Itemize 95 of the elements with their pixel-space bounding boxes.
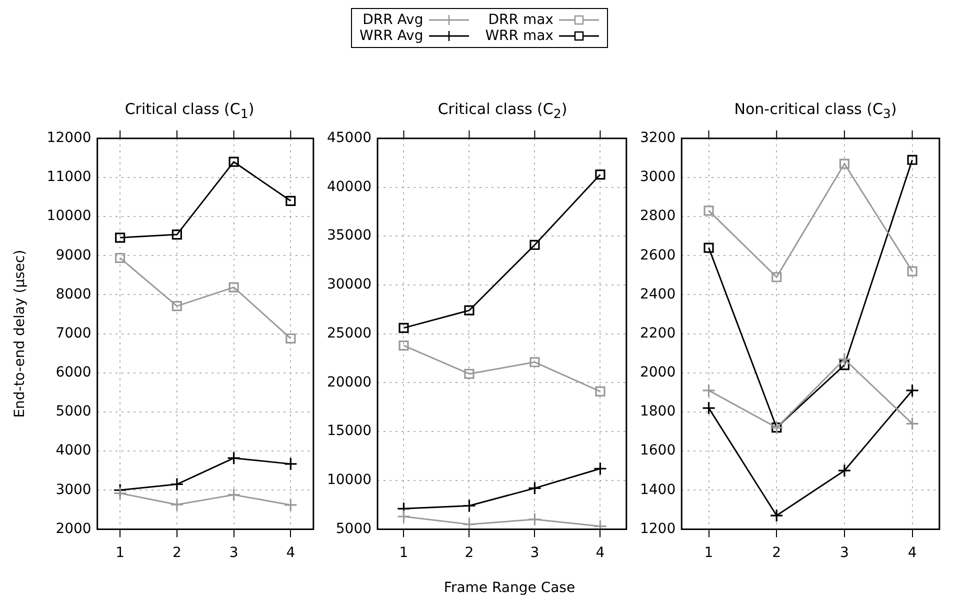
legend-label: DRR Avg (362, 12, 424, 28)
point (113, 486, 127, 500)
point (702, 384, 716, 398)
point (228, 282, 239, 292)
y-tick-label: 8000 (56, 286, 92, 302)
x-tick-label: 1 (116, 545, 125, 562)
y-tick-label: 35000 (326, 228, 372, 244)
point (284, 498, 298, 512)
y-tick-label: 25000 (326, 325, 372, 342)
y-tick-label: 1800 (640, 404, 676, 420)
point (462, 498, 476, 513)
x-tick-label: 4 (596, 545, 605, 562)
point (172, 301, 182, 312)
y-tick-label: 2400 (640, 286, 676, 302)
y-tick-label: 3000 (640, 169, 676, 186)
y-tick-label: 5000 (56, 404, 92, 420)
x-tick-label: 3 (530, 545, 540, 562)
point (464, 368, 474, 379)
point (115, 252, 126, 264)
point (528, 512, 542, 526)
point (905, 416, 920, 430)
chart-title: Critical class (C$_{2}$) (436, 100, 568, 123)
point (839, 360, 850, 370)
y-tick-label: 6000 (56, 364, 92, 381)
point (115, 232, 126, 243)
point (172, 229, 182, 240)
y-tick-label: 2000 (56, 520, 92, 537)
legend-label: WRR max (485, 28, 554, 44)
point (907, 266, 918, 276)
y-tick-label: 10000 (46, 208, 92, 224)
point (530, 240, 540, 250)
point (530, 357, 540, 368)
y-tick-label: 5000 (336, 520, 372, 537)
chart-title: Non-critical class (C$_{3}$) (733, 100, 897, 123)
point (838, 352, 852, 366)
y-tick-label: 1200 (640, 520, 676, 537)
y-tick-label: 30000 (326, 276, 372, 293)
y-tick-label: 4000 (56, 442, 92, 459)
y-tick-label: 12000 (46, 130, 92, 146)
x-axis-title: Frame Range Case (442, 580, 576, 596)
point (528, 481, 542, 495)
point (907, 154, 918, 165)
point (462, 518, 476, 530)
x-tick-label: 1 (704, 545, 714, 562)
y-tick-label: 10000 (326, 472, 372, 488)
y-tick-label: 2000 (640, 364, 676, 381)
point (284, 457, 298, 471)
chart-title: Critical class (C$_{1}$) (124, 100, 254, 123)
y-tick-label: 3200 (640, 130, 676, 146)
point (704, 206, 714, 216)
point (227, 451, 241, 465)
point (839, 158, 850, 169)
point (905, 384, 920, 398)
y-tick-label: 9000 (56, 247, 92, 264)
legend-label: DRR max (488, 12, 554, 28)
x-tick-label: 2 (172, 545, 182, 562)
point (227, 488, 241, 502)
y-tick-label: 3000 (56, 482, 92, 498)
y-tick-label: 15000 (326, 423, 372, 440)
point (838, 464, 852, 478)
x-tick-label: 2 (464, 545, 474, 562)
y-axis-title: End-to-end delay (μsec) (12, 250, 28, 418)
point (170, 477, 184, 492)
point (464, 305, 474, 316)
y-tick-label: 7000 (56, 325, 92, 342)
x-tick-label: 3 (229, 545, 238, 562)
point (286, 333, 296, 344)
x-tick-label: 4 (908, 545, 917, 562)
y-tick-label: 1400 (640, 482, 676, 498)
point (286, 196, 296, 206)
y-tick-label: 45000 (326, 130, 372, 146)
point (704, 242, 714, 253)
y-tick-label: 40000 (326, 178, 372, 195)
point (170, 498, 184, 512)
point (702, 401, 716, 415)
x-tick-label: 3 (840, 545, 849, 562)
y-tick-label: 2600 (640, 247, 676, 264)
point (396, 510, 411, 524)
point (770, 508, 784, 522)
x-tick-label: 2 (772, 545, 782, 562)
y-tick-label: 2800 (640, 208, 676, 224)
y-tick-label: 1600 (640, 442, 676, 459)
x-tick-label: 4 (286, 545, 296, 562)
y-tick-label: 20000 (326, 374, 372, 390)
point (398, 340, 409, 351)
point (595, 386, 606, 396)
point (593, 462, 608, 476)
point (228, 156, 239, 167)
legend-label: WRR Avg (360, 28, 424, 44)
point (398, 322, 409, 333)
y-tick-label: 2200 (640, 325, 676, 342)
point (595, 170, 606, 180)
point (772, 272, 782, 282)
y-tick-label: 11000 (46, 169, 92, 186)
x-tick-label: 1 (399, 545, 408, 562)
